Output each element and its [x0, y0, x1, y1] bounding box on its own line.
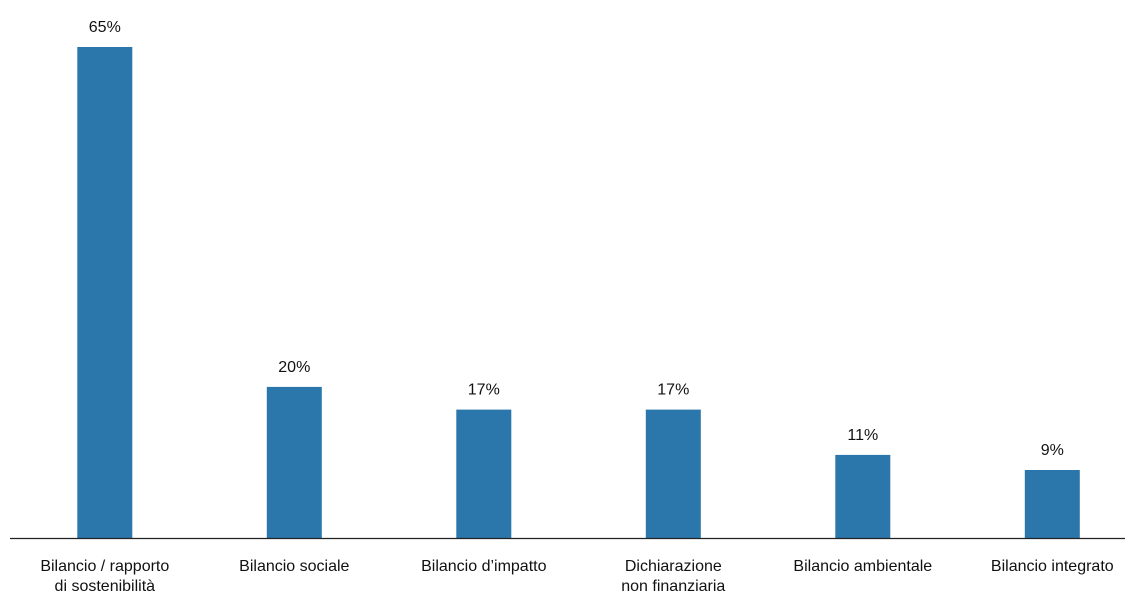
value-label-0: 65%	[89, 19, 121, 36]
value-labels-layer: 65% 20% 17% 17% 11% 9%	[89, 19, 1064, 459]
value-label-2: 17%	[468, 382, 500, 399]
bar-1	[266, 386, 322, 538]
category-labels-layer: Bilancio / rapporto di sostenibilità Bilan…	[40, 558, 1113, 595]
category-label-5: Bilancio integrato	[991, 558, 1114, 575]
category-label-4: Bilancio ambientale	[793, 558, 932, 575]
bar-3	[645, 409, 701, 538]
category-label-3-line-1: non finanziaria	[621, 578, 725, 595]
bars-layer	[77, 47, 1080, 538]
category-label-2: Bilancio d’impatto	[421, 558, 547, 575]
value-label-3: 17%	[657, 382, 689, 399]
category-label-0-line-0: Bilancio / rapporto	[40, 558, 169, 575]
value-label-4: 11%	[847, 427, 878, 444]
category-label-1: Bilancio sociale	[239, 558, 349, 575]
bar-5	[1024, 470, 1080, 538]
value-label-5: 9%	[1041, 442, 1064, 459]
value-label-1: 20%	[278, 359, 310, 376]
bar-0	[77, 47, 133, 538]
category-label-3-line-0: Dichiarazione	[625, 558, 722, 575]
bar-4	[835, 454, 891, 538]
category-label-0-line-1: di sostenibilità	[55, 578, 156, 595]
bar-2	[456, 409, 512, 538]
